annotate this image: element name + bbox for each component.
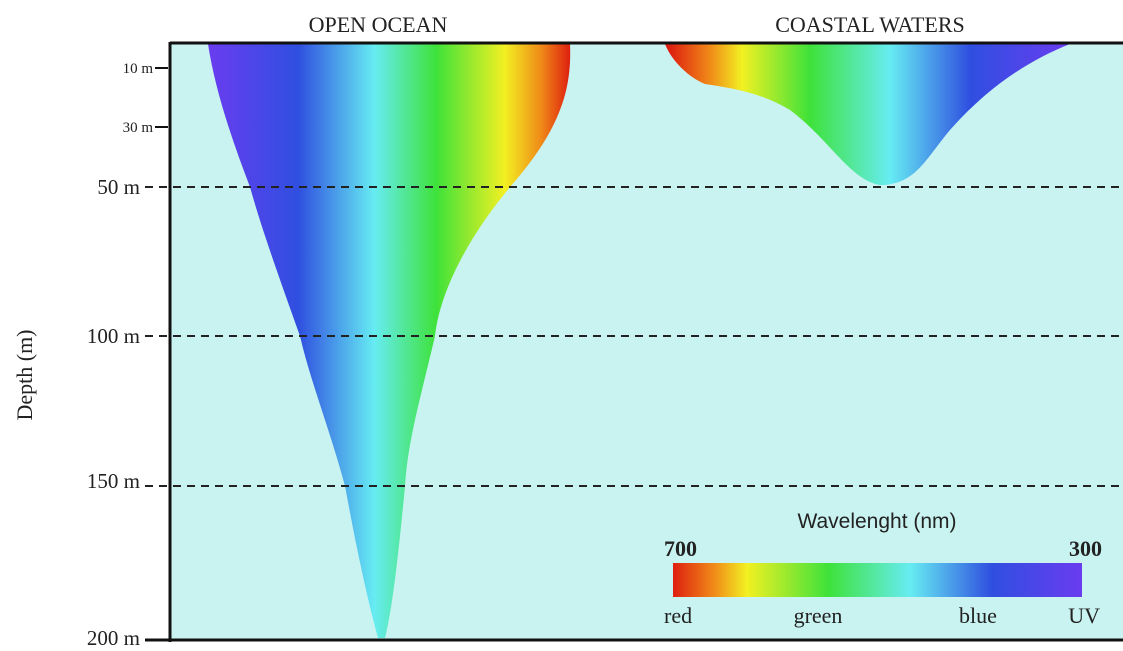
legend-color-label: green bbox=[794, 603, 843, 628]
legend-color-label: red bbox=[664, 603, 692, 628]
panel-title: COASTAL WATERS bbox=[775, 12, 965, 37]
legend-min: 700 bbox=[664, 536, 697, 561]
legend-bar bbox=[673, 563, 1082, 597]
legend-color-label: UV bbox=[1068, 603, 1100, 628]
depth-tick-label: 100 m bbox=[87, 324, 140, 348]
depth-tick-label: 50 m bbox=[97, 175, 140, 199]
depth-tick-label: 10 m bbox=[123, 61, 154, 77]
legend-color-label: blue bbox=[959, 603, 997, 628]
depth-tick-label: 200 m bbox=[87, 626, 140, 646]
diagram: OPEN OCEAN COASTAL WATERS Depth (m) 10 m… bbox=[0, 0, 1123, 646]
depth-tick-label: 150 m bbox=[87, 469, 140, 493]
legend-max: 300 bbox=[1069, 536, 1102, 561]
depth-tick-label: 30 m bbox=[123, 120, 154, 136]
axis-label: Depth (m) bbox=[12, 329, 37, 420]
panel-title: OPEN OCEAN bbox=[309, 12, 448, 37]
legend-title: Wavelenght (nm) bbox=[797, 510, 956, 533]
